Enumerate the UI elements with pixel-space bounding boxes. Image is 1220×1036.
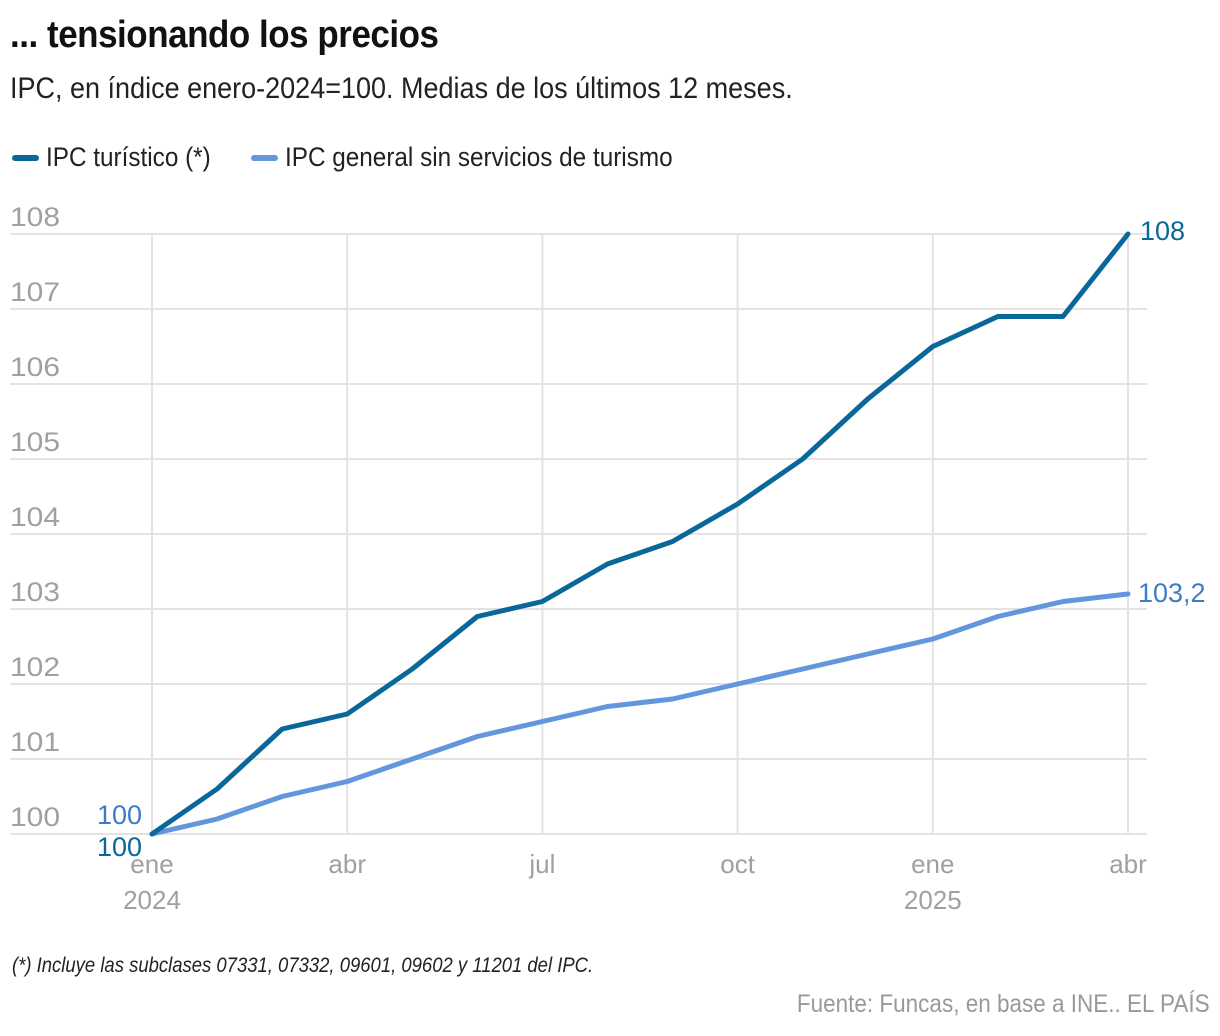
end-label-ipc-turistico: 108 [1140,216,1185,246]
legend-label-ipc-general: IPC general sin servicios de turismo [285,142,673,172]
y-tick-label: 100 [10,802,60,832]
x-tick-label: ene [911,849,954,879]
legend-item-ipc-turistico: IPC turístico (*) [12,142,229,173]
legend-label-ipc-turistico: IPC turístico (*) [46,142,211,172]
y-tick-label: 102 [10,652,60,682]
end-label-ipc-general: 103,2 [1138,578,1206,608]
y-tick-label: 108 [10,202,60,232]
x-tick-label: abr [328,849,366,879]
x-tick-year-label: 2025 [904,885,962,915]
series-line-ipc-general [149,591,1131,837]
legend-swatch-ipc-general [251,154,279,161]
source-credit: Fuente: Funcas, en base a INE.. EL PAÍS [797,990,1210,1018]
x-tick-label: ene [130,849,173,879]
legend-swatch-ipc-turistico [12,154,39,161]
y-tick-label: 107 [10,277,60,307]
grid [10,233,1147,835]
y-tick-label: 103 [10,577,60,607]
x-tick-year-label: 2024 [123,885,181,915]
start-label-ipc-turistico: 100 [97,832,142,862]
chart-title: ... tensionando los precios [10,14,439,56]
legend-item-ipc-general: IPC general sin servicios de turismo [251,142,716,173]
x-tick-label: jul [528,849,555,879]
x-tick-label: abr [1109,849,1147,879]
y-tick-label: 105 [10,427,60,457]
footnote: (*) Incluye las subclases 07331, 07332, … [12,954,594,977]
y-tick-label: 106 [10,352,60,382]
series-line-ipc-turistico [149,231,1131,837]
legend: IPC turístico (*) IPC general sin servic… [12,142,738,173]
y-tick-label: 101 [10,727,60,757]
start-label-ipc-general: 100 [97,800,142,830]
chart-subtitle: IPC, en índice enero-2024=100. Medias de… [10,72,793,105]
x-axis: ene 2024 abr jul oct ene 2025 abr [123,849,1147,915]
series-lines [149,231,1131,837]
y-axis: 100 101 102 103 104 105 106 107 108 [10,202,60,832]
y-tick-label: 104 [10,502,60,532]
x-tick-label: oct [720,849,755,879]
